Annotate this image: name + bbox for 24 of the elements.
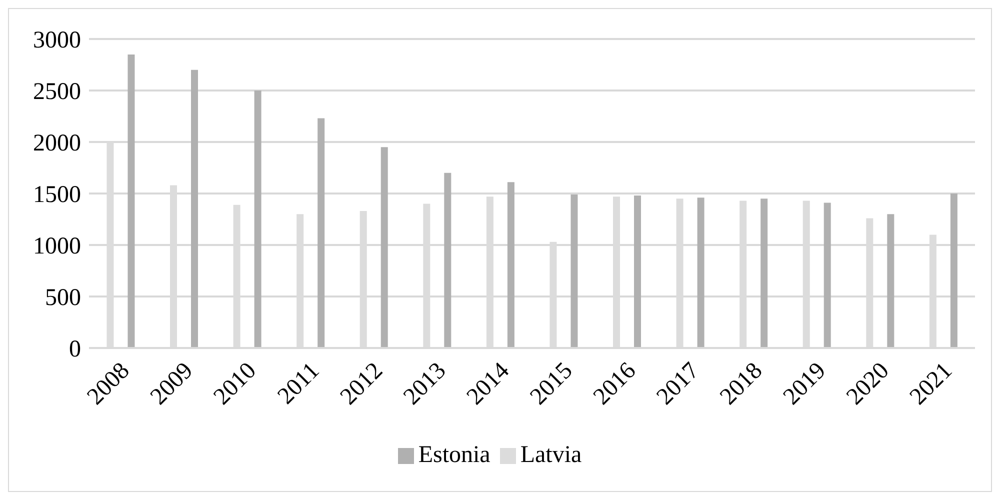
- x-tick-label: 2011: [272, 358, 325, 410]
- bar: [634, 196, 642, 348]
- y-tick-label: 1500: [33, 182, 81, 208]
- bar: [570, 194, 578, 348]
- bar: [824, 202, 831, 348]
- bar: [507, 182, 514, 348]
- bar: [318, 118, 325, 348]
- bar: [254, 90, 262, 348]
- y-tick-label: 3000: [33, 28, 81, 54]
- bar: [128, 54, 135, 348]
- legend-label: Estonia: [418, 442, 490, 468]
- bar: [887, 214, 894, 348]
- y-tick-label: 2500: [33, 79, 81, 106]
- bar: [697, 198, 704, 348]
- y-tick-label: 2000: [33, 130, 81, 157]
- bar: [950, 194, 958, 348]
- legend-label: Latvia: [520, 442, 582, 468]
- bar: [760, 198, 768, 348]
- y-tick-label: 0: [69, 336, 81, 363]
- bar: [380, 147, 388, 348]
- bar: [444, 172, 452, 348]
- y-tick-label: 500: [45, 285, 81, 312]
- y-tick-label: 1000: [33, 234, 81, 260]
- bar: [191, 70, 198, 348]
